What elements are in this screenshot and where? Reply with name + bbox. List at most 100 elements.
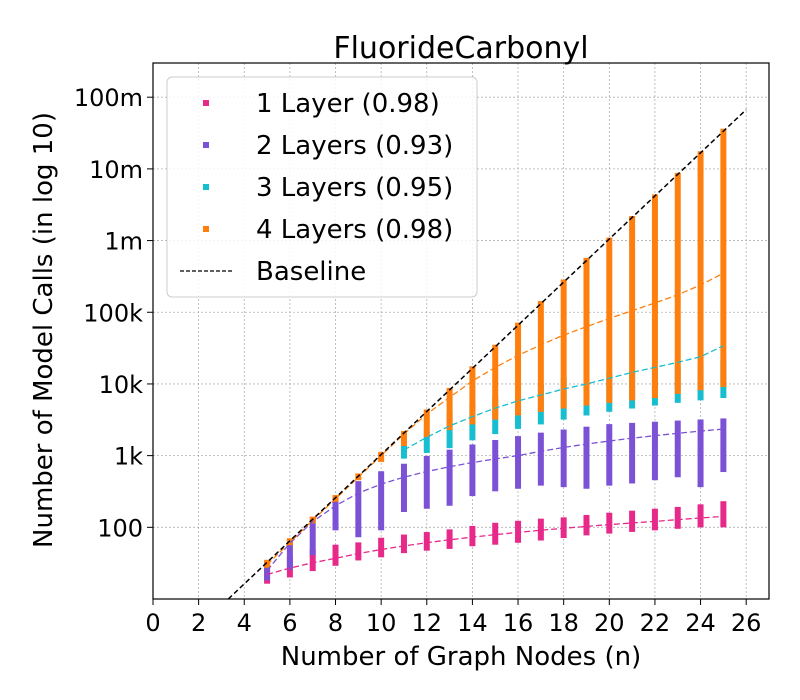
data-point-column (423, 532, 430, 551)
data-point-column (423, 431, 430, 453)
data-point-column (629, 510, 636, 532)
data-point-column (492, 344, 499, 420)
data-point-column (720, 418, 727, 473)
data-point-column (674, 172, 681, 394)
data-point-column (400, 534, 407, 554)
data-point-column (606, 237, 613, 403)
data-point-column (378, 471, 385, 531)
data-point-column (606, 424, 613, 486)
data-point-column (697, 419, 704, 488)
y-axis-label: Number of Model Calls (in log 10) (29, 112, 59, 548)
legend-label: 1 Layer (0.98) (256, 89, 440, 119)
data-point-column (286, 540, 293, 570)
data-point-column (697, 504, 704, 528)
y-tick-label: 10m (89, 156, 143, 184)
legend-label: Baseline (256, 257, 366, 287)
data-point-column (651, 194, 658, 399)
y-tick-label: 10k (99, 371, 144, 399)
data-point-column (674, 506, 681, 529)
series-2-points (264, 418, 727, 581)
data-point-column (400, 463, 407, 513)
data-point-column (651, 421, 658, 481)
data-point-column (720, 501, 727, 528)
x-tick-label: 8 (328, 609, 343, 637)
data-point-column (400, 431, 407, 447)
data-point-column (629, 422, 636, 484)
data-point-column (469, 366, 476, 425)
x-tick-label: 16 (503, 609, 534, 637)
y-tick-label: 100m (74, 84, 143, 112)
series-1-points (264, 501, 727, 584)
legend-marker (203, 100, 209, 106)
x-tick-label: 2 (191, 609, 206, 637)
y-tick-label: 100 (97, 514, 143, 542)
data-point-column (583, 514, 590, 536)
x-tick-label: 26 (731, 609, 762, 637)
data-point-column (583, 426, 590, 489)
data-point-column (537, 301, 544, 412)
legend-marker (203, 142, 209, 148)
y-tick-label: 100k (83, 299, 143, 327)
data-point-column (515, 322, 522, 416)
legend-marker (203, 226, 209, 232)
x-ticks: 0 2 4 6 8 10 12 14 16 18 20 22 24 26 (145, 599, 761, 637)
fit-layer (266, 272, 724, 576)
data-point-column (492, 440, 499, 492)
data-point-column (309, 518, 316, 556)
data-point-column (583, 257, 590, 406)
data-point-column (446, 529, 453, 549)
baseline-line (227, 109, 747, 600)
data-point-column (560, 279, 567, 409)
data-point-column (355, 481, 362, 538)
x-tick-label: 18 (548, 609, 579, 637)
legend-box (166, 76, 478, 298)
data-point-column (400, 444, 407, 459)
data-point-column (446, 387, 453, 431)
y-tick-label: 1m (104, 228, 143, 256)
legend: 1 Layer (0.98) 2 Layers (0.93) 3 Layers (0… (166, 76, 478, 298)
data-point-column (469, 525, 476, 547)
data-point-column (697, 151, 704, 391)
legend-marker (203, 184, 209, 190)
x-tick-label: 24 (685, 609, 716, 637)
legend-label: 2 Layers (0.93) (256, 131, 453, 161)
data-point-column (515, 436, 522, 489)
data-point-column (446, 449, 453, 506)
plot-frame (152, 62, 770, 600)
y-tick-label: 1k (114, 443, 143, 471)
data-point-column (378, 537, 385, 558)
x-tick-label: 0 (145, 609, 160, 637)
data-point-column (355, 542, 362, 561)
data-point-column (423, 455, 430, 509)
data-point-column (537, 432, 544, 486)
data-point-column (720, 128, 727, 387)
x-tick-label: 4 (237, 609, 252, 637)
x-tick-label: 14 (457, 609, 488, 637)
x-axis-label: Number of Graph Nodes (n) (281, 642, 641, 672)
data-point-column (469, 444, 476, 497)
series-layer (264, 128, 727, 584)
series-2-fit-line (266, 428, 724, 571)
data-point-column (651, 508, 658, 531)
chart-title: FluorideCarbonyl (333, 31, 588, 66)
data-point-column (446, 413, 453, 449)
data-point-column (332, 495, 339, 531)
x-tick-label: 10 (366, 609, 397, 637)
data-point-column (629, 215, 636, 401)
x-tick-label: 20 (594, 609, 625, 637)
x-tick-label: 12 (412, 609, 443, 637)
data-point-column (309, 549, 316, 572)
legend-label: 3 Layers (0.95) (256, 173, 453, 203)
x-tick-label: 22 (640, 609, 671, 637)
series-4-points (264, 128, 727, 568)
data-point-column (560, 429, 567, 488)
legend-label: 4 Layers (0.98) (256, 215, 453, 245)
data-point-column (332, 544, 339, 566)
series-4-fit-line (266, 272, 724, 566)
data-point-column (537, 518, 544, 541)
series-3-fit-line (403, 345, 724, 451)
y-ticks: 100 1k 10k 100k 1m 10m 100m (74, 84, 153, 542)
data-point-column (606, 512, 613, 534)
x-tick-label: 6 (282, 609, 297, 637)
